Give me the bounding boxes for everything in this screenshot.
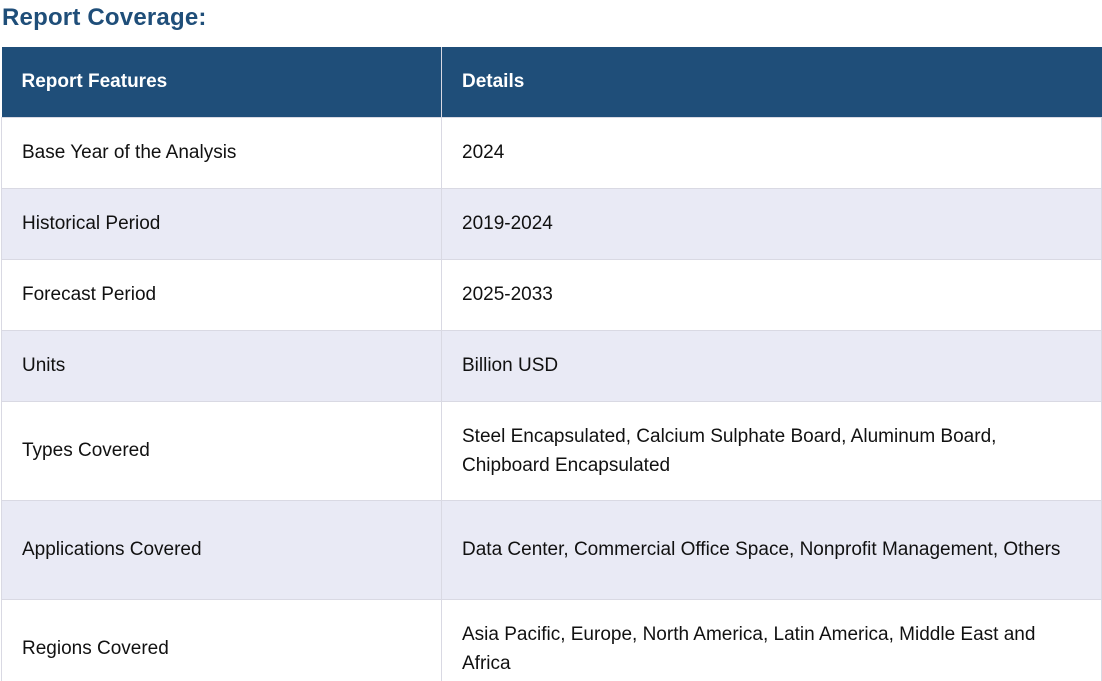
feature-cell: Units — [1, 329, 442, 402]
detail-cell: 2025-2033 — [441, 258, 1102, 331]
header-details: Details — [441, 47, 1102, 117]
detail-cell: Billion USD — [441, 329, 1102, 402]
feature-cell: Regions Covered — [1, 598, 442, 681]
detail-cell: Asia Pacific, Europe, North America, Lat… — [441, 598, 1102, 681]
table-row: Regions Covered Asia Pacific, Europe, No… — [1, 598, 1102, 681]
table-header-row: Report Features Details — [1, 47, 1102, 117]
feature-cell: Types Covered — [1, 400, 442, 501]
feature-cell: Base Year of the Analysis — [1, 116, 442, 189]
table-row: Historical Period 2019-2024 — [1, 187, 1102, 260]
feature-cell: Applications Covered — [1, 499, 442, 600]
detail-cell: 2024 — [441, 116, 1102, 189]
feature-cell: Historical Period — [1, 187, 442, 260]
table-row: Base Year of the Analysis 2024 — [1, 116, 1102, 189]
feature-cell: Forecast Period — [1, 258, 442, 331]
report-coverage-table: Report Features Details Base Year of the… — [1, 47, 1102, 681]
table-row: Units Billion USD — [1, 329, 1102, 402]
table-row: Types Covered Steel Encapsulated, Calciu… — [1, 400, 1102, 501]
detail-cell: 2019-2024 — [441, 187, 1102, 260]
detail-cell: Steel Encapsulated, Calcium Sulphate Boa… — [441, 400, 1102, 501]
table-row: Applications Covered Data Center, Commer… — [1, 499, 1102, 600]
section-heading: Report Coverage: — [2, 4, 207, 31]
table-row: Forecast Period 2025-2033 — [1, 258, 1102, 331]
detail-cell: Data Center, Commercial Office Space, No… — [441, 499, 1102, 600]
header-report-features: Report Features — [1, 47, 442, 117]
